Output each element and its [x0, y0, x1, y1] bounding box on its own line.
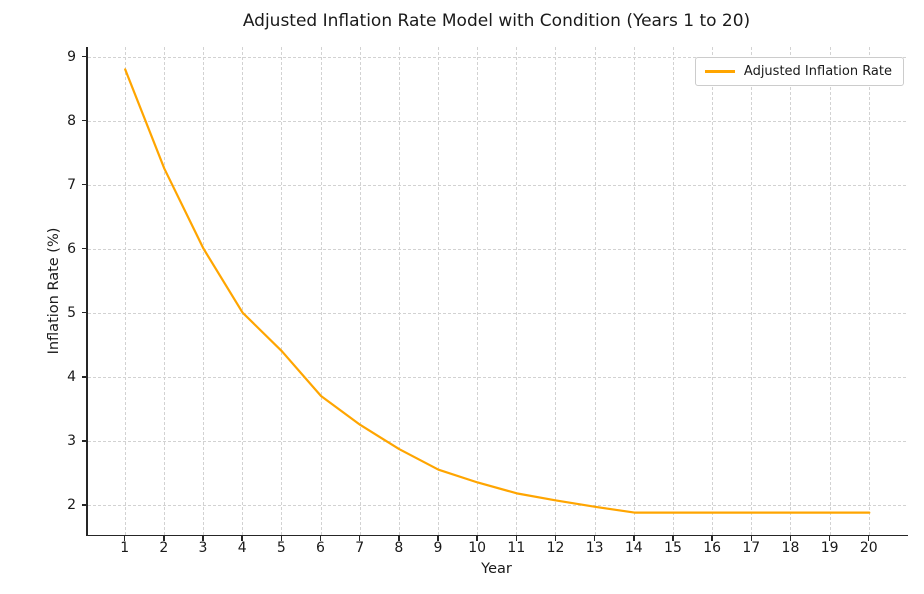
- x-tick-label: 6: [316, 540, 325, 556]
- x-tick: [515, 536, 518, 541]
- x-tick-label: 15: [664, 540, 682, 556]
- x-tick: [868, 536, 870, 541]
- x-tick: [398, 536, 400, 541]
- x-tick-label: 13: [585, 540, 604, 556]
- x-tick-label: 16: [703, 540, 722, 556]
- x-tick: [633, 536, 635, 541]
- x-gridline: [124, 47, 126, 535]
- y-tick: [81, 312, 87, 314]
- x-tick: [554, 536, 557, 541]
- x-tick: [750, 536, 752, 541]
- inflation-line-series: [123, 68, 870, 514]
- x-tick-label: 3: [198, 540, 208, 556]
- x-gridline: [163, 47, 165, 535]
- x-tick-label: 17: [742, 540, 761, 556]
- legend-label: Adjusted Inflation Rate: [743, 64, 892, 79]
- y-tick: [81, 376, 87, 378]
- x-gridline: [242, 47, 244, 535]
- x-gridline: [790, 47, 792, 535]
- x-gridline: [712, 47, 714, 535]
- x-gridline: [672, 47, 674, 535]
- y-axis-label: Inflation Rate (%): [46, 227, 62, 355]
- y-gridline: [87, 56, 906, 58]
- x-tick: [593, 536, 596, 541]
- x-gridline: [751, 47, 753, 535]
- x-tick-label: 10: [468, 540, 487, 556]
- x-axis-spine: [86, 534, 909, 537]
- x-gridline: [633, 47, 635, 535]
- y-tick: [81, 55, 87, 58]
- y-gridline: [87, 376, 906, 378]
- x-gridline: [594, 47, 596, 535]
- x-tick-label: 18: [781, 540, 800, 556]
- x-tick: [711, 536, 713, 541]
- y-tick-label: 2: [67, 496, 76, 513]
- x-axis-label: Year: [481, 561, 512, 577]
- x-tick-label: 14: [624, 540, 643, 556]
- x-tick-label: 1: [120, 540, 130, 556]
- y-gridline: [87, 248, 906, 250]
- x-tick: [476, 536, 478, 541]
- y-tick-label: 3: [67, 432, 76, 449]
- x-tick: [828, 536, 831, 541]
- x-gridline: [359, 47, 361, 535]
- x-tick: [241, 536, 243, 541]
- y-tick: [81, 183, 87, 186]
- y-tick-label: 5: [67, 304, 76, 321]
- x-tick: [672, 536, 674, 541]
- x-tick-label: 9: [433, 540, 443, 556]
- x-tick: [319, 536, 322, 541]
- x-tick-label: 2: [159, 540, 169, 556]
- x-tick: [202, 536, 204, 541]
- y-gridline: [87, 312, 906, 314]
- x-tick-label: 12: [546, 540, 565, 556]
- x-tick-label: 8: [394, 540, 404, 556]
- x-gridline: [320, 47, 322, 535]
- x-tick: [437, 536, 439, 541]
- y-tick: [81, 440, 87, 442]
- x-gridline: [281, 47, 283, 535]
- x-tick-label: 20: [859, 540, 878, 556]
- y-axis-spine: [86, 47, 88, 536]
- x-tick-label: 5: [276, 540, 286, 556]
- x-tick: [789, 536, 792, 541]
- y-tick-label: 8: [67, 112, 76, 129]
- x-tick-label: 11: [507, 540, 526, 556]
- line-chart-svg: [123, 68, 870, 514]
- plot-area: [87, 47, 906, 535]
- x-tick: [280, 536, 283, 541]
- legend: Adjusted Inflation Rate: [694, 57, 904, 86]
- x-gridline: [868, 47, 870, 535]
- chart-title: Adjusted Inflation Rate Model with Condi…: [242, 11, 751, 31]
- x-tick-label: 19: [820, 540, 839, 556]
- x-tick-label: 4: [237, 540, 247, 556]
- x-gridline: [829, 47, 831, 535]
- x-gridline: [477, 47, 479, 535]
- x-gridline: [516, 47, 518, 535]
- y-tick-label: 4: [67, 368, 76, 385]
- y-tick: [81, 504, 87, 506]
- x-tick: [163, 536, 165, 541]
- y-tick-label: 9: [67, 48, 76, 65]
- y-gridline: [87, 120, 906, 122]
- y-gridline: [87, 440, 906, 442]
- y-tick: [81, 119, 87, 122]
- y-gridline: [87, 184, 906, 186]
- x-tick-label: 7: [355, 540, 365, 556]
- x-gridline: [438, 47, 439, 535]
- y-tick-label: 6: [67, 240, 76, 257]
- y-tick: [81, 248, 87, 250]
- x-tick: [124, 536, 126, 541]
- x-tick: [358, 536, 361, 541]
- x-gridline: [555, 47, 557, 535]
- x-gridline: [203, 47, 205, 535]
- legend-line-swatch: [704, 70, 735, 73]
- y-gridline: [87, 504, 906, 506]
- y-tick-label: 7: [67, 176, 76, 193]
- x-gridline: [398, 47, 400, 535]
